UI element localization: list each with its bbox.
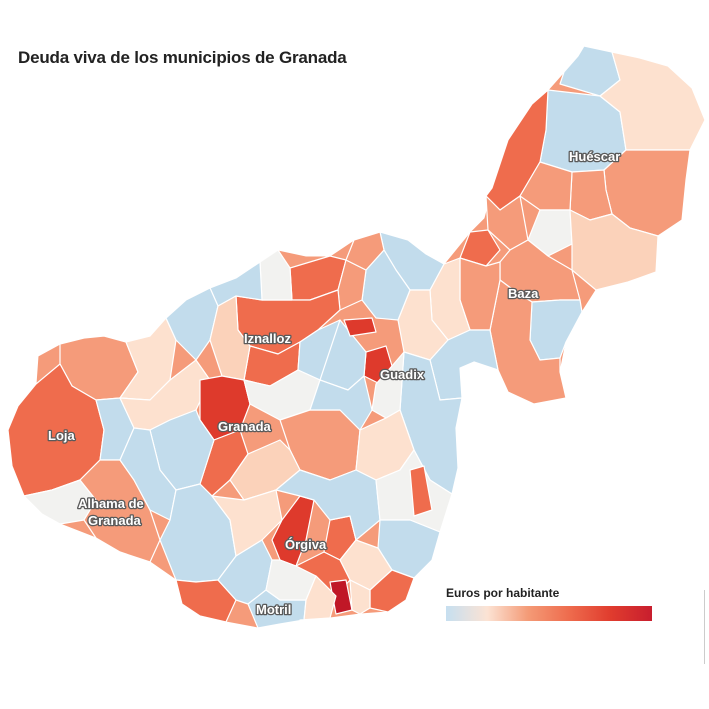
- region-alpujarra-blue[interactable]: [275, 469, 381, 541]
- region-iznalloz-red-arm[interactable]: [343, 317, 377, 337]
- region-iznalloz-salmon-2[interactable]: [345, 231, 385, 271]
- region-alhama[interactable]: [79, 459, 161, 563]
- region-coast-east-light[interactable]: [349, 579, 371, 615]
- label-orgiva: Órgiva: [285, 537, 327, 552]
- map-title: Deuda viva de los municipios de Granada: [18, 48, 347, 67]
- label-baza: Baza: [508, 286, 539, 301]
- region-baza-blue[interactable]: [529, 299, 583, 361]
- region-granada-blue-e[interactable]: [309, 375, 373, 431]
- label-motril: Motril: [256, 602, 291, 617]
- label-iznalloz: Iznalloz: [244, 331, 291, 346]
- label-alhama-line2: Granada: [88, 513, 142, 528]
- label-granada: Granada: [218, 419, 272, 434]
- region-coast-peach[interactable]: [299, 575, 337, 621]
- region-ne-orange[interactable]: [459, 229, 501, 267]
- legend: Euros por habitante: [446, 586, 652, 621]
- region-nw-peach-2[interactable]: [209, 295, 251, 381]
- region-ne-peach-south[interactable]: [569, 209, 659, 291]
- label-huescar: Huéscar: [569, 149, 620, 164]
- region-south-peach[interactable]: [211, 489, 283, 557]
- edge-divider: [704, 590, 707, 664]
- label-alhama-line1: Alhama de: [78, 496, 144, 511]
- label-loja: Loja: [48, 428, 75, 443]
- region-alpujarra-red[interactable]: [409, 465, 433, 517]
- legend-title: Euros por habitante: [446, 586, 560, 600]
- region-ne-light[interactable]: [527, 209, 573, 257]
- label-guadix: Guadix: [380, 367, 425, 382]
- legend-color-ramp: [446, 606, 652, 621]
- region-iznalloz-blue-s[interactable]: [297, 319, 341, 381]
